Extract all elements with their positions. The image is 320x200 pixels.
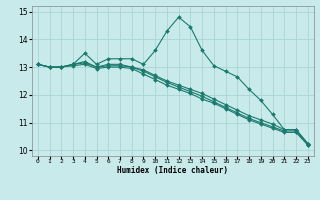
X-axis label: Humidex (Indice chaleur): Humidex (Indice chaleur) [117,166,228,175]
